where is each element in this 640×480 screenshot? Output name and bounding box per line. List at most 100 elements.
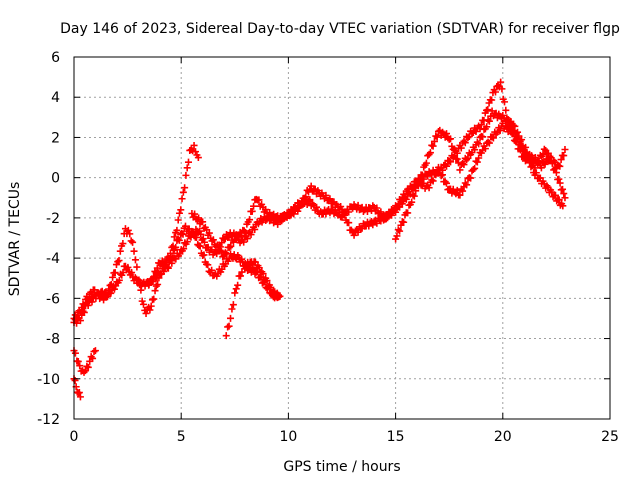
data-point xyxy=(469,166,477,174)
data-point xyxy=(223,250,231,258)
data-point xyxy=(290,210,298,218)
data-point xyxy=(274,220,282,228)
data-point xyxy=(388,211,396,219)
data-point xyxy=(443,179,451,187)
data-point xyxy=(484,106,492,114)
data-point xyxy=(437,172,445,180)
data-point xyxy=(464,134,472,142)
data-point xyxy=(146,306,154,314)
data-point xyxy=(84,363,92,371)
data-point xyxy=(298,201,306,209)
data-point xyxy=(539,151,547,159)
data-point xyxy=(110,285,118,293)
data-point xyxy=(426,149,434,157)
data-point xyxy=(354,228,362,236)
data-point xyxy=(483,123,491,131)
data-point xyxy=(228,305,236,313)
data-point xyxy=(197,230,205,238)
data-point xyxy=(109,273,117,281)
y-tick-label: -2 xyxy=(46,211,60,227)
data-point xyxy=(416,176,424,184)
data-point xyxy=(522,143,530,151)
data-point xyxy=(217,247,225,255)
data-point xyxy=(189,230,197,238)
data-point xyxy=(326,195,334,203)
data-point xyxy=(158,257,166,265)
data-point xyxy=(200,251,208,259)
y-tick-label: -12 xyxy=(37,412,60,428)
data-point xyxy=(237,272,245,280)
data-point xyxy=(170,233,178,241)
data-point xyxy=(149,278,157,286)
data-point xyxy=(227,314,235,322)
data-point xyxy=(74,357,82,365)
data-point xyxy=(408,198,416,206)
data-point xyxy=(175,236,183,244)
data-point xyxy=(518,136,526,144)
data-point xyxy=(392,208,400,216)
data-point xyxy=(164,264,172,272)
data-point xyxy=(91,347,99,355)
data-point xyxy=(187,146,195,154)
data-point xyxy=(250,202,258,210)
data-point xyxy=(392,235,400,243)
data-point xyxy=(296,200,304,208)
data-point xyxy=(441,178,449,186)
data-point xyxy=(179,230,187,238)
y-tick-label: 0 xyxy=(51,171,60,187)
data-point xyxy=(114,258,122,266)
data-point xyxy=(494,82,502,90)
data-point xyxy=(472,127,480,135)
data-point xyxy=(267,283,275,291)
data-point xyxy=(213,241,221,249)
y-axis-label: SDTVAR / TECUs xyxy=(7,182,23,297)
data-point xyxy=(300,194,308,202)
data-point xyxy=(506,119,513,127)
data-point xyxy=(89,354,97,362)
y-tick-label: 6 xyxy=(51,50,60,66)
data-point xyxy=(124,226,132,234)
data-point xyxy=(174,235,182,243)
data-point xyxy=(404,209,412,217)
data-point xyxy=(369,221,377,229)
data-point xyxy=(507,117,515,125)
data-point xyxy=(555,196,563,204)
data-point xyxy=(394,226,402,234)
data-point xyxy=(199,218,207,226)
data-point xyxy=(173,226,181,234)
data-point xyxy=(130,247,138,255)
data-point xyxy=(464,154,472,162)
data-point xyxy=(187,233,195,241)
data-point xyxy=(251,225,259,233)
data-point xyxy=(439,171,446,179)
data-point xyxy=(191,210,199,218)
data-point xyxy=(498,85,506,93)
data-point xyxy=(259,270,267,278)
data-point xyxy=(225,243,233,251)
data-point xyxy=(194,154,202,162)
data-point xyxy=(245,262,253,270)
data-point xyxy=(184,158,192,166)
data-point xyxy=(227,242,235,250)
data-point xyxy=(248,207,256,215)
data-point xyxy=(247,231,255,239)
data-point xyxy=(222,332,230,340)
data-point xyxy=(133,263,141,271)
data-point xyxy=(561,194,569,202)
data-point xyxy=(251,258,259,266)
x-tick-label: 5 xyxy=(177,429,186,445)
data-point xyxy=(124,263,132,271)
data-point xyxy=(473,158,481,166)
data-point xyxy=(141,282,149,290)
x-tick-label: 0 xyxy=(70,429,79,445)
data-point xyxy=(497,78,505,86)
data-point xyxy=(548,159,556,167)
data-point xyxy=(183,238,191,246)
data-point xyxy=(503,114,511,122)
data-point xyxy=(552,169,560,177)
data-point xyxy=(147,302,155,310)
data-point xyxy=(400,218,408,226)
x-tick-label: 20 xyxy=(494,429,512,445)
data-point xyxy=(429,142,437,150)
data-point xyxy=(302,193,310,201)
